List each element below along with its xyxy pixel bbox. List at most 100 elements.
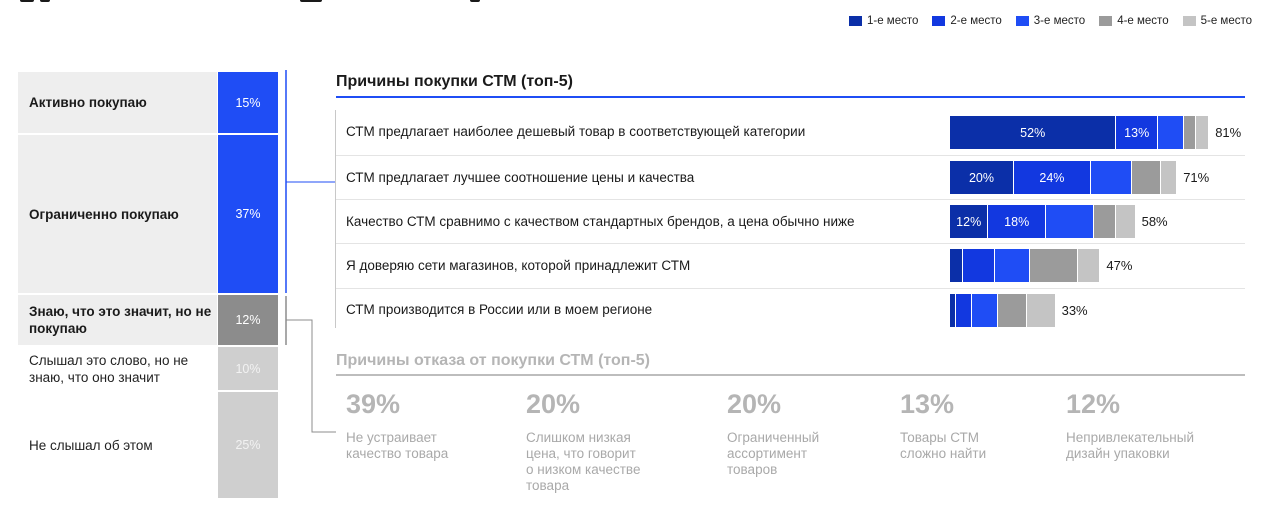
purchase-vertical-line xyxy=(335,110,336,328)
legend-swatch xyxy=(932,16,946,26)
chart-legend: 1-е место 2-е место 3-е место 4-е место … xyxy=(848,15,1252,27)
reason-label: Качество СТМ сравнимо с качеством станда… xyxy=(346,214,855,229)
legend-item: 5-е место xyxy=(1182,15,1252,27)
bar-segment xyxy=(1090,161,1133,194)
bar-segment xyxy=(972,294,998,327)
bar-segment xyxy=(1116,205,1136,238)
awareness-label: Не слышал об этом xyxy=(18,392,217,498)
bar-segment: 13% xyxy=(1116,116,1158,149)
legend-label: 2-е место xyxy=(950,15,1002,27)
bar-data-label: 52% xyxy=(1020,125,1046,140)
bar-segment: 52% xyxy=(950,116,1117,149)
legend-item: 2-е место xyxy=(932,15,1002,27)
refusal-item: 20% Ограниченный ассортимент товаров xyxy=(727,388,887,478)
bar-data-label: 18% xyxy=(1004,214,1030,229)
refusal-percent: 13% xyxy=(900,389,955,419)
bar-data-label: 13% xyxy=(1124,125,1150,140)
bar-segment xyxy=(1161,161,1178,194)
bar-total-label: 71% xyxy=(1183,170,1210,185)
awareness-value: 15% xyxy=(235,95,261,110)
legend-swatch xyxy=(1015,16,1029,26)
bar-data-label: 24% xyxy=(1039,170,1065,185)
awareness-bar: 25% xyxy=(218,392,278,498)
bar-segment xyxy=(1196,116,1210,149)
bar-segment: 12% xyxy=(950,205,989,238)
awareness-label-text: Знаю, что это значит, но не покупаю xyxy=(29,304,212,336)
awareness-value: 25% xyxy=(235,438,261,452)
row-separator xyxy=(336,155,1245,156)
bar-segment xyxy=(1158,116,1184,149)
bar-segment xyxy=(998,294,1027,327)
legend-item: 1-е место xyxy=(848,15,919,27)
refusal-item: 20% Слишком низкая цена, что говорит о н… xyxy=(526,388,686,494)
refusal-label: Непривлекательный дизайн упаковки xyxy=(1066,430,1194,461)
refusal-label: Не устраивает качество товара xyxy=(346,430,449,461)
legend-label: 3-е место xyxy=(1033,15,1086,27)
bar-segment xyxy=(950,294,957,327)
legend-item: 4-е место xyxy=(1099,15,1169,27)
awareness-bar: 10% xyxy=(218,347,278,390)
refusal-item: 39% Не устраивает качество товара xyxy=(346,388,506,462)
reason-label: Я доверяю сети магазинов, которой принад… xyxy=(346,258,691,273)
awareness-value: 10% xyxy=(235,361,261,376)
refusal-percent: 20% xyxy=(526,389,581,419)
reason-label: СТМ производится в России или в моем рег… xyxy=(346,302,653,317)
awareness-label: Ограниченно покупаю xyxy=(18,135,217,293)
row-separator xyxy=(336,288,1245,289)
awareness-value: 12% xyxy=(235,313,261,327)
refusal-label: Товары СТМ сложно найти xyxy=(900,430,987,461)
awareness-label-text: Не слышал об этом xyxy=(29,437,153,453)
legend-label: 5-е место xyxy=(1200,15,1252,27)
refusal-label: Слишком низкая цена, что говорит о низко… xyxy=(526,430,641,493)
bar-total-label: 47% xyxy=(1106,258,1133,273)
clipped-heading xyxy=(0,0,560,2)
awareness-bar: 15% xyxy=(218,72,278,133)
refusal-percent: 12% xyxy=(1066,389,1121,419)
bar-segment: 24% xyxy=(1014,161,1091,194)
awareness-label: Слышал это слово, но не знаю, что оно зн… xyxy=(18,347,217,390)
awareness-value: 37% xyxy=(235,207,261,221)
legend-item: 3-е место xyxy=(1015,15,1086,27)
bar-total-label: 33% xyxy=(1061,303,1088,318)
refusal-title: Причины отказа от покупки СТМ (топ-5) xyxy=(336,352,651,369)
bar-segment xyxy=(1078,249,1101,282)
legend-label: 4-е место xyxy=(1117,15,1169,27)
refusal-percent: 39% xyxy=(346,389,401,419)
refusal-percent: 20% xyxy=(727,389,782,419)
bar-segment xyxy=(1094,205,1117,238)
bar-segment: 18% xyxy=(988,205,1046,238)
awareness-label-text: Ограниченно покупаю xyxy=(29,206,179,222)
bar-segment: 20% xyxy=(950,161,1014,194)
legend-swatch xyxy=(848,16,862,26)
legend-label: 1-е место xyxy=(866,15,919,27)
legend-swatch xyxy=(1182,16,1196,26)
bar-data-label: 20% xyxy=(968,170,995,185)
bar-segment xyxy=(1026,294,1056,327)
refusal-label: Ограниченный ассортимент товаров xyxy=(727,430,820,477)
purchase-rule xyxy=(336,96,1245,98)
bar-segment xyxy=(962,249,995,282)
awareness-bar: 37% xyxy=(218,135,278,293)
bar-segment xyxy=(950,249,963,282)
bar-data-label: 12% xyxy=(956,214,982,229)
bar-segment xyxy=(994,249,1030,282)
bar-total-label: 81% xyxy=(1215,125,1242,140)
refusal-item: 12% Непривлекательный дизайн упаковки xyxy=(1066,388,1226,462)
awareness-label-text: Активно покупаю xyxy=(29,95,147,110)
refusal-rule xyxy=(336,374,1245,376)
legend-swatch xyxy=(1099,16,1113,26)
bar-segment xyxy=(956,294,973,327)
purchase-title: Причины покупки СТМ (топ-5) xyxy=(336,73,573,90)
reason-label: СТМ предлагает наиболее дешевый товар в … xyxy=(346,124,806,139)
bar-segment xyxy=(1183,116,1197,149)
row-separator xyxy=(336,243,1245,244)
awareness-label-text: Слышал это слово, но не знаю, что оно зн… xyxy=(29,352,189,385)
bar-total-label: 58% xyxy=(1141,214,1168,229)
awareness-label: Активно покупаю xyxy=(18,72,217,133)
bar-segment xyxy=(1046,205,1094,238)
awareness-label: Знаю, что это значит, но не покупаю xyxy=(18,295,217,345)
row-separator xyxy=(336,199,1245,200)
reason-label: СТМ предлагает лучшее соотношение цены и… xyxy=(346,170,695,185)
refusal-item: 13% Товары СТМ сложно найти xyxy=(900,388,1060,462)
